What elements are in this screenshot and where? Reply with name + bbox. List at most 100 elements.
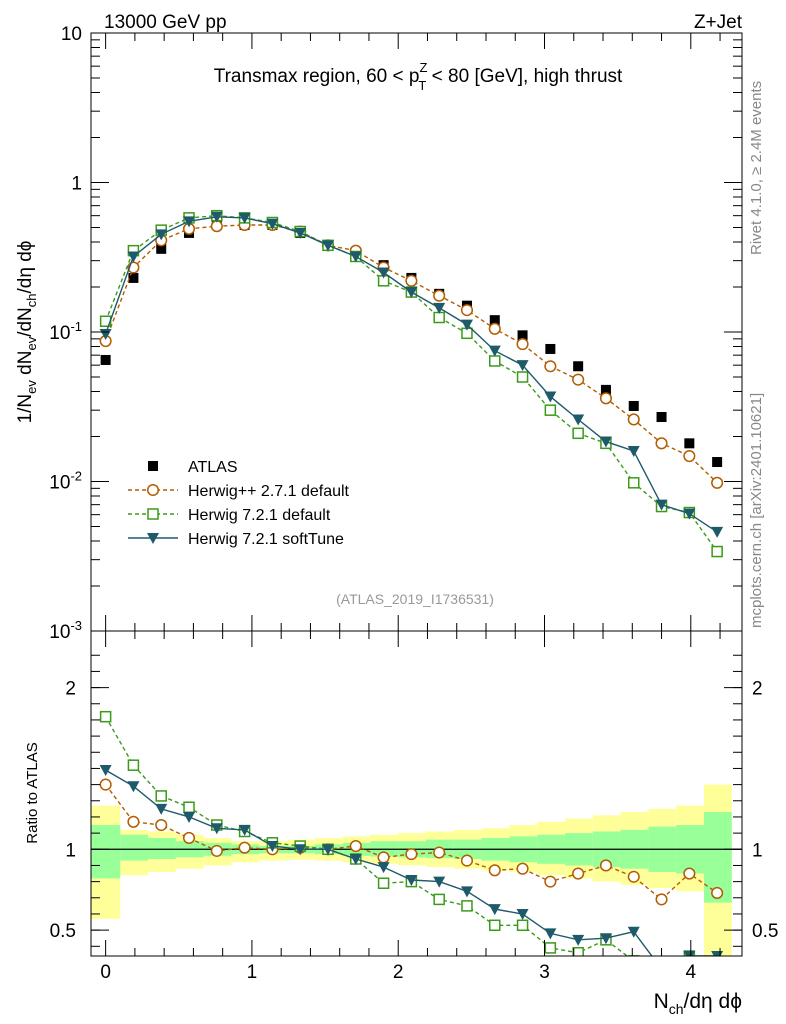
- ratio-herwig_default-point-14: [489, 919, 501, 932]
- ratio-xtick-label-3: 3: [539, 962, 550, 983]
- legend-atlas-marker: [148, 461, 158, 471]
- ratio-xtick-label-1: 1: [247, 962, 258, 983]
- main-herwigpp-point-16: [544, 360, 557, 373]
- main-herwig_default-point-15: [516, 371, 529, 383]
- main-herwig_default-point-22: [711, 545, 723, 558]
- ratio-herwigpp-point-3: [182, 831, 196, 845]
- main-axis-ticks: 10-3 10-2 10-1 1 10: [49, 24, 742, 643]
- main-ytick-label-1: 10-2: [49, 469, 82, 494]
- analysis-reference: (ATLAS_2019_I1736531): [336, 591, 494, 607]
- main-atlas-point-15: [517, 330, 528, 341]
- main-herwig_soft-point-2: [155, 229, 168, 241]
- main-herwig_default-point-14: [489, 355, 501, 367]
- main-herwigpp-point-12: [433, 289, 446, 302]
- ratio-herwig_default-point-2: [155, 790, 167, 802]
- main-herwig_soft-point-6: [266, 218, 279, 230]
- ratio-herwigpp-point-4: [210, 844, 223, 857]
- main-herwig_soft-point-1: [127, 251, 140, 263]
- ratio-ytick-label-right-2: 2: [752, 679, 763, 700]
- ratio-herwig_soft-point-4: [210, 823, 223, 835]
- ratio-bottom-mask: [91, 956, 742, 1024]
- ratio-herwig_soft-point-6: [266, 841, 279, 853]
- main-ytick-label-0: 10-3: [49, 618, 82, 643]
- ratio-herwig_soft-point-12: [433, 876, 446, 888]
- ratio-band-stat-0: [91, 825, 121, 879]
- main-herwigpp-point-14: [488, 322, 501, 335]
- main-atlas-point-22: [712, 457, 723, 468]
- header-right: Z+Jet: [694, 12, 743, 33]
- chart-title: Transmax region, 60 < pZ T < 80 [GeV], hi…: [214, 60, 623, 93]
- ratio-herwig_default-point-15: [516, 919, 529, 932]
- ratio-herwig_default-point-0: [99, 710, 112, 723]
- ratio-axis-ticks: 0.5 0.5 1 1 2 2 0 1 2 3 4: [50, 631, 778, 983]
- main-herwigpp-point-15: [516, 338, 529, 351]
- ratio-herwig_soft-point-5: [238, 824, 251, 836]
- main-atlas-point-0: [100, 354, 111, 365]
- ratio-herwigpp-point-21: [683, 867, 696, 880]
- ratio-ytick-label-right-0: 0.5: [752, 921, 778, 942]
- main-series: [99, 209, 724, 558]
- main-atlas-point-18: [600, 384, 611, 395]
- legend-herwig_soft-marker: [147, 533, 159, 544]
- main-herwig_soft-point-18: [599, 436, 612, 448]
- ratio-herwig_default-point-1: [127, 759, 140, 771]
- main-atlas-point-17: [573, 361, 584, 372]
- ratio-herwigpp-point-15: [516, 862, 529, 875]
- main-herwig_default-point-17: [572, 427, 584, 440]
- ratio-ytick-label-2: 2: [65, 679, 76, 700]
- ratio-herwigpp-point-19: [627, 870, 640, 883]
- ratio-herwig_soft-point-18: [599, 933, 612, 945]
- ratio-herwig_default-line: [104, 716, 718, 972]
- legend-herwig_default-label: Herwig 7.2.1 default: [188, 507, 331, 524]
- main-herwig_soft-point-19: [627, 445, 640, 457]
- legend-herwigpp-marker: [146, 483, 160, 497]
- ratio-herwigpp-point-18: [599, 859, 612, 872]
- ratio-band-stat-1: [120, 834, 149, 861]
- legend-herwig_default-marker: [147, 508, 159, 520]
- legend-atlas-label: ATLAS: [188, 459, 238, 476]
- ratio-herwigpp-point-9: [349, 839, 362, 853]
- ratio-herwig_default-point-16: [544, 942, 557, 954]
- ratio-herwig_soft-point-17: [572, 934, 585, 946]
- title-lead: Transmax region, 60 < p: [214, 66, 420, 87]
- ratio-herwigpp-point-13: [460, 854, 474, 867]
- main-herwig_soft-point-17: [572, 414, 585, 426]
- ratio-herwig_soft-point-16: [544, 928, 557, 940]
- header-left: 13000 GeV pp: [104, 12, 227, 33]
- ratio-xtick-label-4: 4: [686, 962, 697, 983]
- main-herwigpp-point-19: [627, 413, 640, 426]
- main-ytick-label-2: 10-1: [49, 319, 82, 344]
- main-herwigpp-point-21: [683, 449, 696, 463]
- ratio-herwig_soft-point-3: [183, 811, 196, 823]
- ratio-herwigpp-point-14: [488, 864, 501, 877]
- ratio-herwig_soft-point-19: [627, 926, 640, 938]
- main-herwigpp-point-22: [711, 476, 724, 489]
- ratio-xtick-label-0: 0: [100, 962, 111, 983]
- ratio-herwig_default-point-3: [183, 801, 195, 813]
- main-herwig_soft-point-3: [183, 216, 196, 228]
- title-tail: < 80 [GeV], high thrust: [426, 66, 623, 87]
- main-herwig_soft-point-5: [238, 212, 251, 224]
- ratio-herwig_soft-point-2: [155, 803, 168, 815]
- main-herwigpp-point-17: [572, 373, 585, 386]
- main-ytick-label-4: 10: [61, 24, 82, 45]
- ratio-herwigpp-point-11: [405, 848, 418, 861]
- ratio-herwig_soft-point-1: [127, 781, 140, 793]
- main-atlas-point-2: [156, 243, 167, 254]
- main-herwig_soft-point-13: [460, 319, 473, 331]
- main-herwig_soft-point-16: [544, 391, 557, 403]
- ratio-ytick-label-right-1: 1: [752, 840, 763, 861]
- ratio-herwigpp-point-5: [238, 841, 251, 854]
- ratio-herwig_default-point-10: [377, 877, 390, 889]
- ratio-herwig_soft-point-10: [377, 862, 390, 874]
- ratio-herwigpp-point-2: [155, 818, 168, 832]
- ratio-herwigpp-point-12: [433, 846, 446, 859]
- ratio-herwigpp-point-10: [377, 851, 390, 864]
- ratio-herwigpp-point-16: [544, 875, 557, 888]
- main-ytick-label-3: 1: [71, 174, 82, 195]
- main-herwigpp-point-18: [599, 392, 612, 405]
- ratio-ytick-label-0: 0.5: [50, 921, 76, 942]
- main-herwig_soft-point-8: [321, 240, 334, 252]
- main-herwig_soft-point-14: [488, 345, 501, 357]
